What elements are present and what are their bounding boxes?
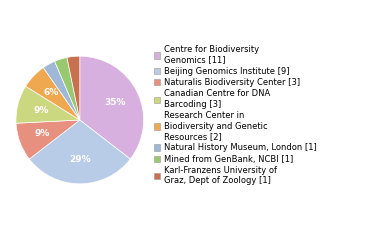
Wedge shape — [29, 120, 130, 184]
Text: 9%: 9% — [34, 106, 49, 114]
Wedge shape — [80, 56, 144, 159]
Text: 6%: 6% — [43, 88, 59, 97]
Text: 9%: 9% — [35, 129, 51, 138]
Wedge shape — [16, 86, 80, 123]
Text: 29%: 29% — [69, 155, 90, 164]
Text: 35%: 35% — [105, 98, 126, 107]
Legend: Centre for Biodiversity
Genomics [11], Beijing Genomics Institute [9], Naturalis: Centre for Biodiversity Genomics [11], B… — [153, 44, 317, 186]
Wedge shape — [67, 56, 80, 120]
Wedge shape — [16, 120, 80, 159]
Wedge shape — [55, 57, 80, 120]
Wedge shape — [25, 68, 80, 120]
Wedge shape — [43, 61, 80, 120]
